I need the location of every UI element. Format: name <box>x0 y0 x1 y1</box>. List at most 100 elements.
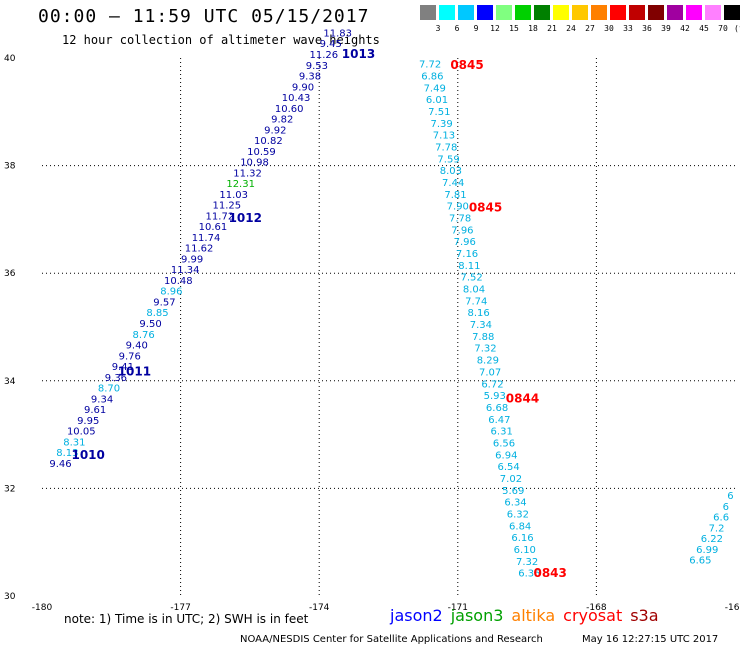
wave-height-point: 6.84 <box>509 521 531 532</box>
wave-height-point: 7.96 <box>451 225 473 236</box>
wave-height-point: 9.92 <box>264 125 286 136</box>
wave-height-point: 8.31 <box>63 437 85 448</box>
color-scale-label: 30 <box>604 24 614 33</box>
wave-height-point: 11.03 <box>219 190 248 201</box>
wave-height-point: 10.48 <box>164 276 193 287</box>
wave-height-point: 11.34 <box>171 265 200 276</box>
chart-title: 00:00 – 11:59 UTC 05/15/2017 <box>38 6 370 27</box>
wave-height-point: 9.40 <box>126 341 148 352</box>
pass-time-label: 1010 <box>71 448 104 462</box>
wave-height-point: 7.16 <box>456 249 478 260</box>
wave-height-point: 6.47 <box>488 415 510 426</box>
wave-height-point: 6.56 <box>493 438 515 449</box>
color-swatch <box>420 5 436 20</box>
wave-height-point: 9.38 <box>299 72 321 83</box>
pass-time-label: 0845 <box>469 200 502 214</box>
wave-height-point: 6.22 <box>701 534 723 545</box>
color-scale-label: 9 <box>473 24 479 33</box>
y-tick-label: 30 <box>4 592 16 602</box>
wave-height-point: 8.11 <box>458 261 480 272</box>
color-swatch <box>648 5 664 20</box>
wave-height-point: 5.69 <box>502 486 524 497</box>
wave-height-point: 10.82 <box>254 136 283 147</box>
wave-height-point: 6.68 <box>486 403 508 414</box>
wave-height-point: 9.45 <box>320 39 342 50</box>
x-tick-label: -177 <box>170 603 190 613</box>
color-swatch <box>534 5 550 20</box>
wave-height-point: 10.43 <box>282 93 311 104</box>
wave-height-point: 9.53 <box>306 61 328 72</box>
wave-height-point: 7.78 <box>435 143 457 154</box>
pass-time-label: 1013 <box>342 47 375 61</box>
wave-height-point: 11.72 <box>206 211 235 222</box>
color-swatch <box>686 5 702 20</box>
x-tick-label: -165 <box>725 603 740 613</box>
wave-height-point: 11.32 <box>233 168 262 179</box>
legend-item-jason3: jason3 <box>450 606 504 625</box>
legend-item-s3a: s3a <box>630 606 659 625</box>
color-scale-label: 33 <box>623 24 633 33</box>
wave-height-point: 7.39 <box>430 119 452 130</box>
y-tick-label: 36 <box>4 269 16 279</box>
wave-height-point: 6 <box>727 491 733 502</box>
wave-height-point: 6.65 <box>689 556 711 567</box>
wave-height-point: 6.6 <box>713 513 729 524</box>
wave-height-point: 6 <box>723 502 729 513</box>
color-swatch <box>667 5 683 20</box>
wave-height-point: 7.49 <box>424 83 446 94</box>
color-scale-label: 36 <box>642 24 652 33</box>
wave-height-point: 6.72 <box>481 379 503 390</box>
color-scale-label: 39 <box>661 24 671 33</box>
wave-height-point: 7.2 <box>709 523 725 534</box>
color-scale-label: 12 <box>490 24 500 33</box>
wave-height-point: 6.35 <box>518 569 540 580</box>
wave-height-point: 7.88 <box>472 332 494 343</box>
satellite-legend: jason2 jason3 altika cryosat s3a <box>390 606 667 625</box>
pass-time-label: 0844 <box>506 391 539 405</box>
wave-height-point: 7.90 <box>447 202 469 213</box>
wave-height-point: 9.82 <box>271 115 293 126</box>
wave-height-point: 7.34 <box>470 320 492 331</box>
color-scale-label: 45 <box>699 24 709 33</box>
wave-height-point: 8.13 <box>56 448 78 459</box>
color-swatch <box>724 5 740 20</box>
wave-height-point: 9.41 <box>112 362 134 373</box>
color-swatch <box>477 5 493 20</box>
wave-height-point: 6.86 <box>421 72 443 83</box>
color-scale-label: 42 <box>680 24 690 33</box>
color-scale-label: 21 <box>547 24 557 33</box>
color-swatch <box>496 5 512 20</box>
wave-height-point: 7.78 <box>449 214 471 225</box>
wave-height-point: 8.03 <box>440 166 462 177</box>
wave-height-point: 9.57 <box>153 297 175 308</box>
color-swatch <box>629 5 645 20</box>
wave-height-point: 6.34 <box>504 498 526 509</box>
wave-height-point: 8.85 <box>146 308 168 319</box>
wave-height-point: 6.01 <box>426 95 448 106</box>
wave-height-point: 9.36 <box>105 373 127 384</box>
wave-height-point: 8.16 <box>467 308 489 319</box>
x-tick-label: -171 <box>448 603 468 613</box>
y-tick-label: 32 <box>4 484 15 494</box>
wave-height-point: 9.50 <box>139 319 161 330</box>
wave-height-point: 6.94 <box>495 450 517 461</box>
wave-height-point: 9.34 <box>91 394 113 405</box>
color-swatch <box>591 5 607 20</box>
pass-time-label: 0843 <box>533 566 566 580</box>
color-scale-label: 15 <box>509 24 519 33</box>
color-swatch <box>515 5 531 20</box>
wave-height-point: 7.59 <box>437 154 459 165</box>
wave-height-point: 6.31 <box>491 427 513 438</box>
color-swatch <box>705 5 721 20</box>
wave-height-point: 6.10 <box>514 545 536 556</box>
wave-height-point: 8.96 <box>160 287 182 298</box>
wave-height-point: 7.13 <box>433 131 455 142</box>
color-swatch <box>610 5 626 20</box>
wave-height-point: 9.99 <box>181 254 203 265</box>
wave-height-point: 12.31 <box>226 179 255 190</box>
wave-height-point: 9.90 <box>292 82 314 93</box>
wave-height-point: 10.60 <box>275 104 304 115</box>
wave-height-point: 7.32 <box>474 344 496 355</box>
wave-height-point: 7.52 <box>461 273 483 284</box>
